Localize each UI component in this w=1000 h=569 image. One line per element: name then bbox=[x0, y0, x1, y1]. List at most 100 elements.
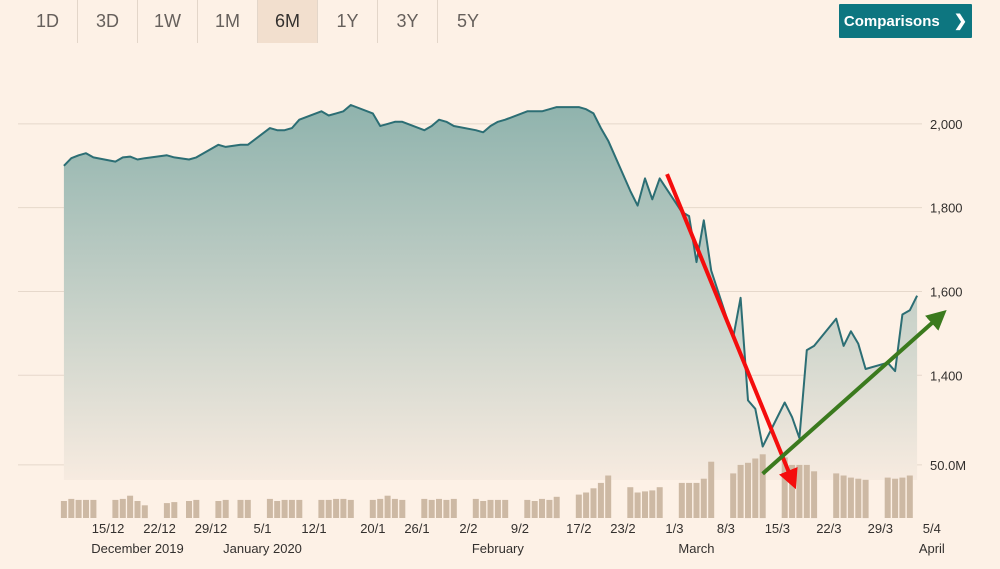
volume-bar bbox=[68, 498, 75, 518]
volume-bar bbox=[222, 499, 229, 518]
volume-bar bbox=[583, 492, 590, 518]
volume-bar bbox=[796, 464, 803, 518]
volume-bar bbox=[384, 495, 391, 518]
volume-bar bbox=[884, 477, 891, 518]
volume-bar bbox=[325, 499, 332, 518]
volume-bar bbox=[840, 475, 847, 518]
volume-bar bbox=[803, 464, 810, 518]
volume-bar bbox=[296, 499, 303, 518]
volume-bar bbox=[811, 471, 818, 519]
volume-bar bbox=[274, 501, 281, 518]
volume-bar bbox=[266, 498, 273, 518]
volume-bar bbox=[759, 454, 766, 519]
x-tick-label: 17/2 bbox=[566, 521, 591, 536]
x-tick-label: 15/3 bbox=[765, 521, 790, 536]
volume-bar bbox=[693, 482, 700, 518]
x-tick-label: 2/2 bbox=[459, 521, 477, 536]
tab-3d[interactable]: 3D bbox=[78, 0, 138, 43]
volume-bar bbox=[83, 499, 89, 518]
volume-bar bbox=[347, 499, 354, 518]
volume-bar bbox=[237, 499, 244, 518]
x-tick-label: 20/1 bbox=[360, 521, 385, 536]
volume-bar bbox=[399, 499, 406, 518]
volume-bar bbox=[678, 482, 685, 518]
y-tick-label: 1,800 bbox=[930, 201, 963, 216]
tab-6m[interactable]: 6M bbox=[258, 0, 318, 43]
x-tick-label: 22/12 bbox=[143, 521, 176, 536]
volume-bar bbox=[745, 462, 751, 519]
volume-bar bbox=[428, 499, 435, 518]
tab-1m[interactable]: 1M bbox=[198, 0, 258, 43]
arrow-layer bbox=[665, 173, 947, 490]
volume-bar bbox=[436, 498, 442, 518]
x-tick-label: 23/2 bbox=[610, 521, 635, 536]
volume-bar bbox=[450, 498, 457, 518]
red-trend-arrow bbox=[665, 173, 798, 490]
volume-bar bbox=[134, 501, 141, 518]
volume-bar bbox=[494, 499, 501, 518]
volume-bar bbox=[472, 498, 479, 518]
volume-bar bbox=[244, 499, 251, 518]
volume-bar bbox=[531, 501, 538, 518]
tab-3y[interactable]: 3Y bbox=[378, 0, 438, 43]
volume-bar bbox=[369, 499, 376, 518]
tab-1y[interactable]: 1Y bbox=[318, 0, 378, 43]
volume-bar bbox=[377, 498, 384, 518]
volume-tick-label: 50.0M bbox=[930, 458, 966, 473]
tab-1w[interactable]: 1W bbox=[138, 0, 198, 43]
x-tick-label: 5/1 bbox=[253, 521, 271, 536]
x-tick-label: 22/3 bbox=[816, 521, 841, 536]
volume-bar bbox=[391, 498, 398, 518]
x-tick-label: 26/1 bbox=[404, 521, 429, 536]
x-tick-label: 5/4 bbox=[923, 521, 941, 536]
volume-bar bbox=[906, 475, 913, 518]
volume-bar bbox=[590, 488, 597, 518]
volume-bar bbox=[789, 464, 796, 518]
volume-bar bbox=[899, 477, 906, 518]
volume-bar bbox=[656, 487, 663, 518]
volume-bar bbox=[597, 482, 604, 518]
x-tick-label: 29/12 bbox=[195, 521, 228, 536]
comparisons-label: Comparisons bbox=[843, 12, 940, 30]
volume-bar bbox=[634, 492, 641, 518]
range-tabs: 1D 3D 1W 1M 6M 1Y 3Y 5Y bbox=[18, 0, 498, 43]
tab-5y[interactable]: 5Y bbox=[456, 11, 480, 31]
volume-bar bbox=[340, 498, 347, 518]
area-layer bbox=[63, 105, 918, 480]
volume-bar bbox=[141, 505, 148, 519]
volume-bar bbox=[575, 494, 582, 518]
volume-bar bbox=[862, 479, 869, 519]
volume-bar bbox=[333, 498, 340, 518]
volume-bar bbox=[215, 501, 222, 518]
volume-bar bbox=[502, 499, 509, 518]
volume-bar bbox=[833, 473, 840, 518]
volume-bar bbox=[60, 501, 67, 518]
volume-bar bbox=[546, 499, 553, 518]
volume-bar bbox=[892, 478, 899, 518]
tab-1d[interactable]: 1D bbox=[18, 0, 78, 43]
volume-bar bbox=[90, 499, 97, 518]
x-month-label: March bbox=[678, 541, 714, 556]
volume-bar bbox=[112, 499, 119, 518]
x-tick-label: 1/3 bbox=[665, 521, 683, 536]
volume-layer bbox=[60, 454, 913, 519]
volume-bar bbox=[127, 495, 134, 518]
comparisons-button[interactable]: Comparisons ❯ bbox=[839, 4, 972, 38]
volume-bar bbox=[847, 477, 854, 518]
y-tick-label: 2,000 bbox=[930, 117, 963, 132]
x-month-label: April bbox=[919, 541, 945, 556]
chevron-right-icon: ❯ bbox=[953, 13, 968, 30]
volume-bar bbox=[75, 499, 82, 518]
volume-bar bbox=[642, 491, 648, 518]
price-area bbox=[63, 105, 918, 480]
x-tick-label: 9/2 bbox=[511, 521, 529, 536]
y-tick-label: 1,400 bbox=[930, 368, 963, 383]
volume-bar bbox=[752, 458, 759, 518]
volume-bar bbox=[487, 499, 494, 518]
x-tick-label: 29/3 bbox=[868, 521, 893, 536]
volume-bar bbox=[318, 499, 325, 518]
green-trend-arrow bbox=[761, 309, 947, 476]
volume-bar bbox=[605, 475, 612, 518]
y-tick-label: 1,600 bbox=[930, 284, 963, 299]
